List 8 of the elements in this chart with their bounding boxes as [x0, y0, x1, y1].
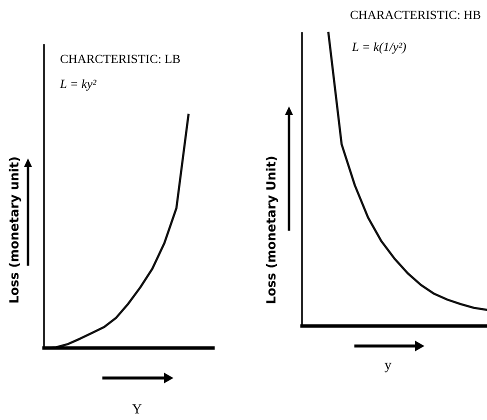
- x-axis-title: y: [384, 362, 392, 372]
- y-axis-title: Loss (monetary unit): [8, 157, 22, 303]
- y-axis-title: Loss (monetary Unit): [266, 156, 278, 304]
- x-axis-title: Y: [132, 404, 142, 414]
- chart-title: CHARACTERISTIC: HB: [350, 10, 480, 20]
- chart-title: CHARCTERISTIC: LB: [60, 54, 180, 64]
- annotation: L = k(1/y²): [352, 42, 406, 54]
- text: L = ky²: [60, 79, 96, 91]
